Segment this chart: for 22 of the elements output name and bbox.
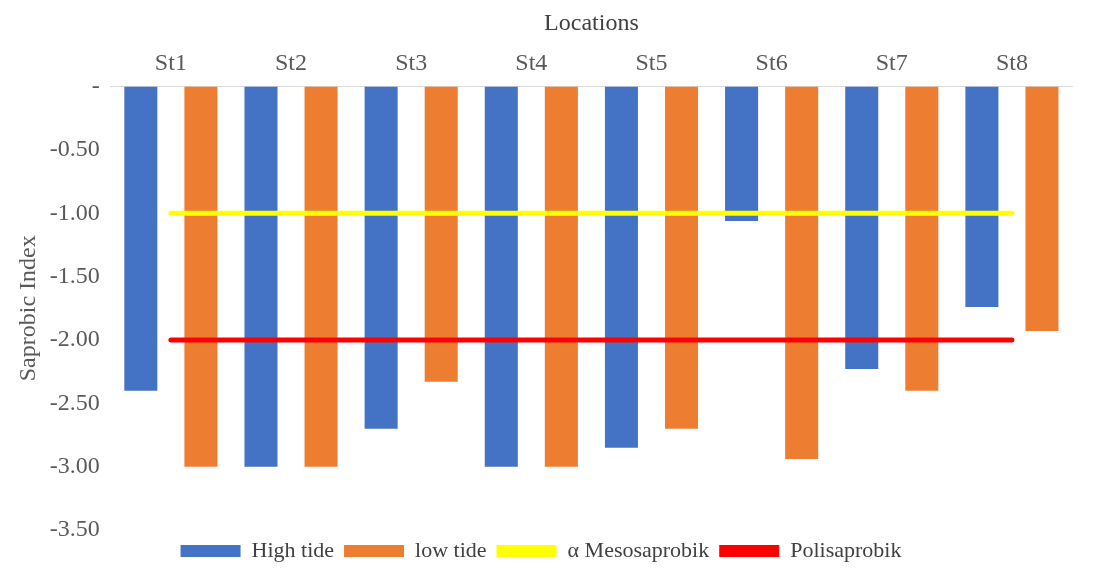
- x-tick-label: St7: [875, 49, 908, 76]
- legend-label: α Mesosaprobik: [567, 536, 710, 562]
- x-tick-label: St3: [395, 49, 428, 76]
- y-axis-title: Saprobic Index: [13, 235, 40, 382]
- legend-label: low tide: [415, 536, 487, 562]
- x-tick-label: St6: [755, 49, 788, 76]
- legend-label: Polisaprobik: [790, 536, 902, 562]
- y-tick-label: -2.00: [49, 325, 100, 352]
- y-tick-label: -3.00: [49, 451, 100, 478]
- x-axis-title: Locations: [544, 8, 639, 35]
- x-tick-label: St1: [154, 49, 187, 76]
- y-tick-label: -1.00: [49, 198, 100, 225]
- x-tick-label: St2: [275, 49, 308, 76]
- y-tick-label: -: [91, 71, 100, 98]
- y-tick-label: -3.50: [49, 515, 100, 542]
- y-tick-label: -0.50: [49, 135, 100, 162]
- y-tick-label: -1.50: [49, 261, 100, 288]
- y-tick-label: -2.50: [49, 388, 100, 415]
- legend-label: High tide: [251, 536, 335, 562]
- x-tick-label: St8: [995, 49, 1028, 76]
- x-tick-label: St5: [635, 49, 668, 76]
- x-tick-label: St4: [515, 49, 548, 76]
